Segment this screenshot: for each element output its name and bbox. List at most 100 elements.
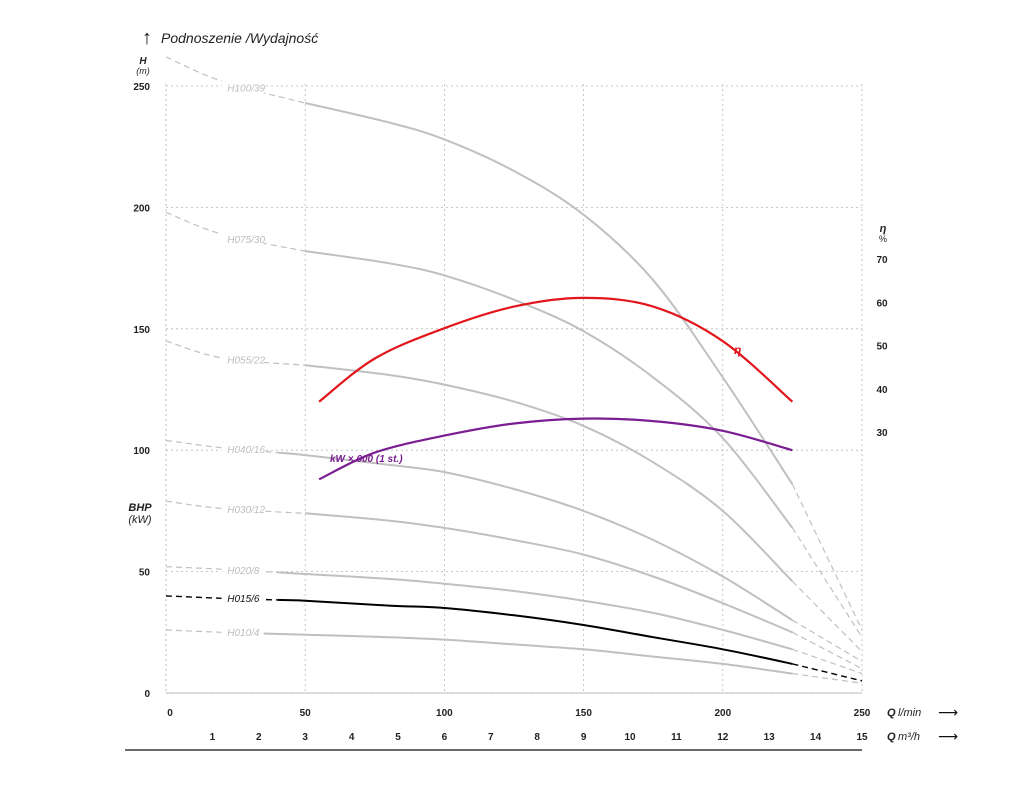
curve-dashed-end [792,648,863,675]
bhp-axis-unit: (kW) [128,514,152,526]
y-tick-label: 0 [144,689,150,700]
curve-label-backing [221,562,264,576]
curve-dashed-end [791,483,863,631]
pump-curve-h020-8: H020/8 [165,562,863,675]
pump-curve-h100-39: H100/39 [165,56,863,631]
power-label: kW × 600 (1 st.) [330,454,403,465]
x2-tick-label: 5 [395,732,401,743]
pump-curve-h015-6: H015/6 [165,591,863,682]
curve-label: H040/16 [227,445,265,456]
curve-solid [305,250,794,529]
y-tick-label: 150 [133,325,150,336]
curve-label-backing [221,352,264,366]
pump-curve-h055-22: H055/22 [165,340,863,653]
curve-label: H020/8 [227,566,260,577]
curve-solid [305,512,793,634]
curve-dashed-start [165,439,278,454]
x2-tick-label: 3 [302,732,308,743]
pump-curve-h040-16: H040/16 [165,439,863,662]
curve-dashed-start [165,340,306,366]
curve-dashed-end [791,580,863,653]
x-axis-unit: l/min [898,707,921,719]
y-tick-label: 200 [133,203,150,214]
x2-tick-label: 10 [624,732,636,743]
curve-label-backing [221,442,264,456]
x-tick-label: 200 [714,708,731,719]
efficiency-and-power-curves [318,296,794,481]
power-curve [318,417,793,481]
curve-dashed-end [792,663,863,682]
curve-label-backing [221,80,264,94]
eta-tick-label: 50 [876,342,888,353]
grid [125,84,863,751]
eta-tick-label: 40 [876,385,888,396]
x2-tick-label: 2 [256,732,262,743]
curve-solid [277,451,793,622]
x2-axis-arrow-icon: ⟶ [938,728,958,744]
pump-curve-h010-4: H010/4 [165,625,863,684]
x2-tick-label: 8 [534,732,540,743]
x2-tick-label: 13 [764,732,776,743]
curve-label-backing [221,231,264,245]
pump-curve-h075-30: H075/30 [165,211,863,638]
y-axis-unit: (m) [136,66,150,76]
eta-axis-label: η [880,223,887,235]
x2-tick-label: 1 [210,732,216,743]
curve-label: H015/6 [227,594,260,605]
curve-dashed-end [791,527,863,638]
x-tick-label: 0 [167,708,173,719]
efficiency-curve [318,296,794,403]
curve-dashed-end [792,619,863,662]
x-tick-label: 150 [575,708,592,719]
y-tick-label: 250 [133,82,150,93]
curve-label-backing [221,625,264,639]
curve-solid [305,364,794,583]
x2-tick-label: 15 [856,732,868,743]
x2-tick-label: 7 [488,732,494,743]
curve-dashed-start [165,211,306,252]
eta-tick-label: 60 [876,298,888,309]
eta-tick-label: 70 [876,255,888,266]
x-tick-label: 100 [436,708,453,719]
pump-curves: H100/39 H075/30 H055/22 H040/16 H030/12 H020/… [165,56,863,684]
curve-solid [304,102,794,485]
curve-solid [277,598,793,665]
pump-curve-h030-12: H030/12 [165,500,863,670]
bhp-axis-label: BHP [128,502,152,514]
curve-solid [277,571,793,651]
tick-labels: 0 50 100 150 200 250 30 40 50 60 70 0 50 100 150 200 250… [133,82,888,743]
curve-dashed-end [792,673,863,684]
x-tick-label: 50 [300,708,312,719]
eta-axis-unit: % [879,234,887,244]
x2-tick-label: 12 [717,732,729,743]
x2-tick-label: 9 [581,732,587,743]
x2-axis-label: Q [887,731,896,743]
up-arrow-icon: ↑ [142,27,152,49]
x2-tick-label: 14 [810,732,822,743]
curve-solid [249,632,793,675]
x2-tick-label: 6 [442,732,448,743]
y-tick-label: 50 [139,568,151,579]
x2-tick-label: 4 [349,732,355,743]
efficiency-label: η [734,343,741,357]
y-tick-label: 100 [133,446,150,457]
curve-dashed-end [792,631,863,670]
chart-title: Podnoszenie /Wydajność [161,30,318,46]
curve-label-backing [221,591,264,605]
curve-dashed-start [165,500,306,514]
curve-label: H075/30 [227,235,265,246]
curve-label: H055/22 [227,355,265,366]
curve-label: H100/39 [227,83,265,94]
x-axis-label: Q [887,707,896,719]
x2-axis-unit: m³/h [898,731,920,743]
curve-dashed-start [165,56,306,104]
y-axis-label: H [139,56,147,67]
x-tick-label: 250 [854,708,871,719]
x2-tick-label: 11 [671,732,682,743]
eta-tick-label: 30 [876,428,888,439]
curve-label: H030/12 [227,505,265,516]
curve-label-backing [221,502,264,516]
curve-label: H010/4 [227,628,260,639]
x-axis-arrow-icon: ⟶ [938,704,958,720]
